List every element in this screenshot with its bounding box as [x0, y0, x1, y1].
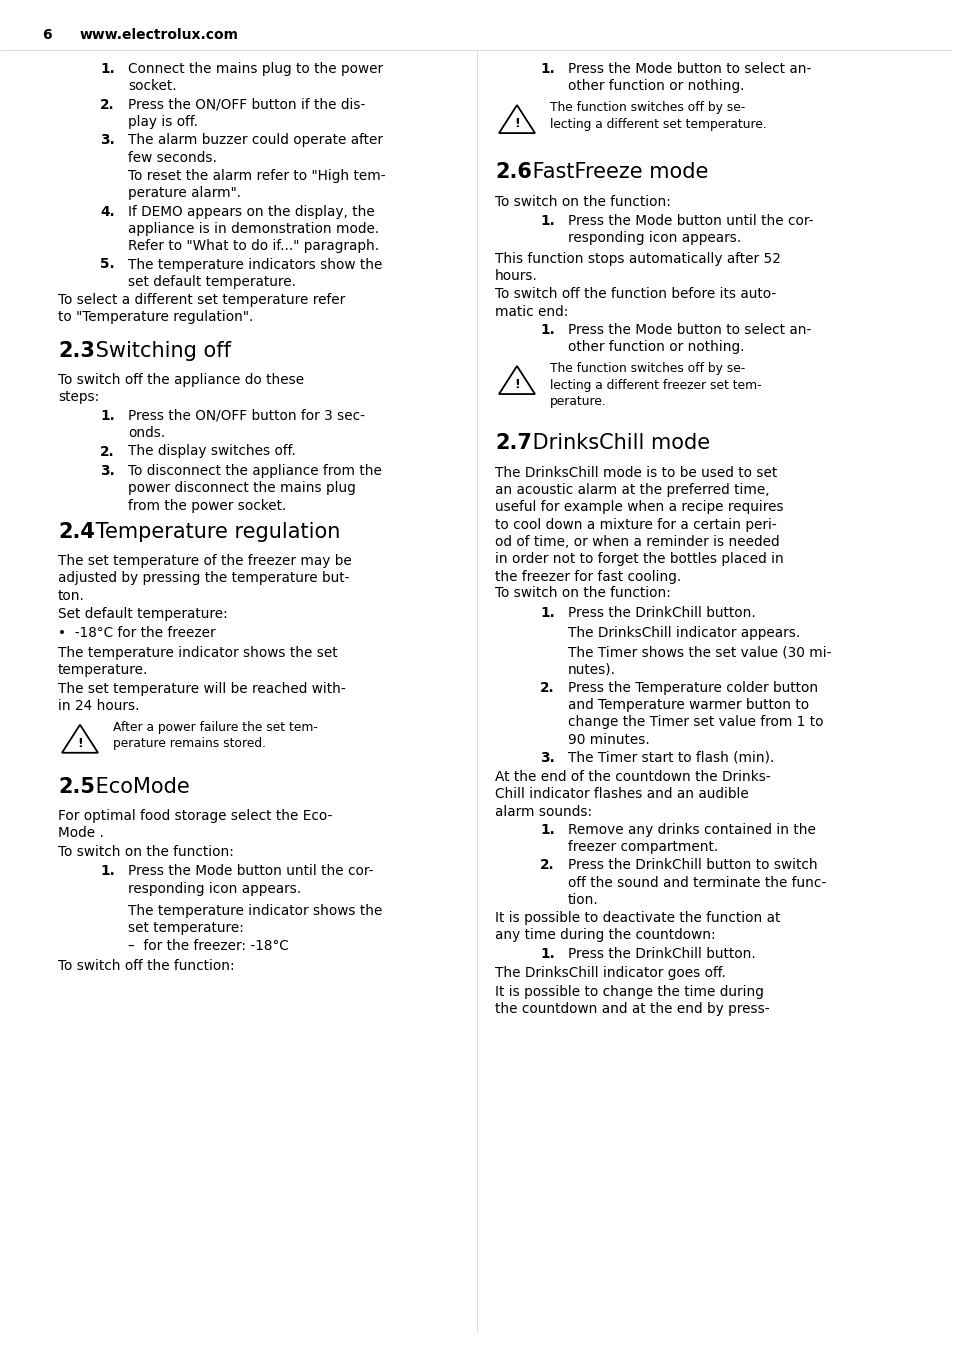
- Text: Press the DrinkChill button.: Press the DrinkChill button.: [567, 946, 755, 961]
- Text: 1.: 1.: [539, 214, 554, 228]
- Text: Press the Mode button to select an-
other function or nothing.: Press the Mode button to select an- othe…: [567, 323, 810, 354]
- Text: The alarm buzzer could operate after
few seconds.: The alarm buzzer could operate after few…: [128, 134, 382, 165]
- Text: The Timer start to flash (min).: The Timer start to flash (min).: [567, 750, 774, 764]
- Text: 1.: 1.: [100, 408, 114, 423]
- Text: 1.: 1.: [100, 62, 114, 76]
- Text: 4.: 4.: [100, 204, 114, 219]
- Text: To switch on the function:: To switch on the function:: [495, 195, 670, 208]
- Text: The set temperature of the freezer may be
adjusted by pressing the temperature b: The set temperature of the freezer may b…: [58, 554, 352, 603]
- Text: 2.: 2.: [100, 445, 114, 458]
- Text: To switch on the function:: To switch on the function:: [495, 587, 670, 600]
- Text: It is possible to change the time during
the countdown and at the end by press-: It is possible to change the time during…: [495, 986, 769, 1017]
- Text: Remove any drinks contained in the
freezer compartment.: Remove any drinks contained in the freez…: [567, 823, 815, 854]
- Text: •  -18°C for the freezer: • -18°C for the freezer: [58, 626, 215, 641]
- Text: To switch off the appliance do these
steps:: To switch off the appliance do these ste…: [58, 373, 304, 404]
- Text: The Timer shows the set value (30 mi-
nutes).: The Timer shows the set value (30 mi- nu…: [567, 645, 831, 676]
- Text: Set default temperature:: Set default temperature:: [58, 607, 228, 621]
- Text: Connect the mains plug to the power
socket.: Connect the mains plug to the power sock…: [128, 62, 383, 93]
- Text: To switch off the function:: To switch off the function:: [58, 959, 234, 972]
- Text: Press the Mode button until the cor-
responding icon appears.: Press the Mode button until the cor- res…: [567, 214, 813, 246]
- Text: DrinksChill mode: DrinksChill mode: [525, 434, 709, 453]
- Text: !: !: [514, 118, 519, 130]
- Text: !: !: [514, 379, 519, 391]
- Text: 2.: 2.: [539, 681, 554, 695]
- Text: To switch on the function:: To switch on the function:: [58, 845, 233, 859]
- Text: The DrinksChill mode is to be used to set
an acoustic alarm at the preferred tim: The DrinksChill mode is to be used to se…: [495, 465, 783, 584]
- Text: Temperature regulation: Temperature regulation: [89, 522, 340, 542]
- Text: At the end of the countdown the Drinks-
Chill indicator flashes and an audible
a: At the end of the countdown the Drinks- …: [495, 771, 770, 819]
- Text: It is possible to deactivate the function at
any time during the countdown:: It is possible to deactivate the functio…: [495, 911, 780, 942]
- Text: This function stops automatically after 52
hours.: This function stops automatically after …: [495, 251, 781, 283]
- Text: 3.: 3.: [539, 750, 554, 764]
- Text: The temperature indicator shows the
set temperature:: The temperature indicator shows the set …: [128, 903, 382, 934]
- Text: 6: 6: [42, 28, 51, 42]
- Text: Press the Mode button to select an-
other function or nothing.: Press the Mode button to select an- othe…: [567, 62, 810, 93]
- Text: 1.: 1.: [539, 606, 554, 621]
- Text: The display switches off.: The display switches off.: [128, 445, 295, 458]
- Text: FastFreeze mode: FastFreeze mode: [525, 162, 708, 183]
- Text: Press the DrinkChill button.: Press the DrinkChill button.: [567, 606, 755, 621]
- Text: !: !: [77, 737, 83, 750]
- Text: The DrinksChill indicator appears.: The DrinksChill indicator appears.: [567, 626, 800, 641]
- Text: 1.: 1.: [539, 323, 554, 337]
- Text: To disconnect the appliance from the
power disconnect the mains plug
from the po: To disconnect the appliance from the pow…: [128, 464, 381, 512]
- Text: Press the Mode button until the cor-
responding icon appears.: Press the Mode button until the cor- res…: [128, 864, 374, 895]
- Text: To select a different set temperature refer
to "Temperature regulation".: To select a different set temperature re…: [58, 293, 345, 324]
- Text: www.electrolux.com: www.electrolux.com: [80, 28, 239, 42]
- Text: 3.: 3.: [100, 464, 114, 479]
- Text: Switching off: Switching off: [89, 341, 231, 361]
- Text: For optimal food storage select the Eco-
Mode .: For optimal food storage select the Eco-…: [58, 808, 332, 841]
- Text: 2.5: 2.5: [58, 777, 95, 796]
- Text: After a power failure the set tem-
perature remains stored.: After a power failure the set tem- perat…: [112, 721, 317, 750]
- Text: To switch off the function before its auto-
matic end:: To switch off the function before its au…: [495, 287, 776, 319]
- Text: 5.: 5.: [100, 257, 114, 272]
- Text: Press the DrinkChill button to switch
off the sound and terminate the func-
tion: Press the DrinkChill button to switch of…: [567, 859, 825, 907]
- Text: The temperature indicator shows the set
temperature.: The temperature indicator shows the set …: [58, 646, 337, 677]
- Text: Press the ON/OFF button if the dis-
play is off.: Press the ON/OFF button if the dis- play…: [128, 97, 365, 128]
- Text: The temperature indicators show the
set default temperature.: The temperature indicators show the set …: [128, 257, 382, 289]
- Text: 2.3: 2.3: [58, 341, 94, 361]
- Text: The function switches off by se-
lecting a different freezer set tem-
perature.: The function switches off by se- lecting…: [550, 362, 760, 408]
- Text: 1.: 1.: [539, 823, 554, 837]
- Text: 2.4: 2.4: [58, 522, 94, 542]
- Text: EcoMode: EcoMode: [89, 777, 190, 796]
- Text: The set temperature will be reached with-
in 24 hours.: The set temperature will be reached with…: [58, 681, 345, 713]
- Text: 1.: 1.: [539, 62, 554, 76]
- Text: To reset the alarm refer to "High tem-
perature alarm".: To reset the alarm refer to "High tem- p…: [128, 169, 385, 200]
- Text: 3.: 3.: [100, 134, 114, 147]
- Text: 2.7: 2.7: [495, 434, 532, 453]
- Text: Press the ON/OFF button for 3 sec-
onds.: Press the ON/OFF button for 3 sec- onds.: [128, 408, 365, 441]
- Text: 2.: 2.: [539, 859, 554, 872]
- Text: 1.: 1.: [100, 864, 114, 879]
- Text: The DrinksChill indicator goes off.: The DrinksChill indicator goes off.: [495, 967, 725, 980]
- Text: The function switches off by se-
lecting a different set temperature.: The function switches off by se- lecting…: [550, 101, 766, 131]
- Text: 2.: 2.: [100, 97, 114, 112]
- Text: –  for the freezer: -18°C: – for the freezer: -18°C: [128, 940, 289, 953]
- Text: Press the Temperature colder button
and Temperature warmer button to
change the : Press the Temperature colder button and …: [567, 681, 822, 746]
- Text: If DEMO appears on the display, the
appliance is in demonstration mode.
Refer to: If DEMO appears on the display, the appl…: [128, 204, 379, 253]
- Text: 1.: 1.: [539, 946, 554, 961]
- Text: 2.6: 2.6: [495, 162, 532, 183]
